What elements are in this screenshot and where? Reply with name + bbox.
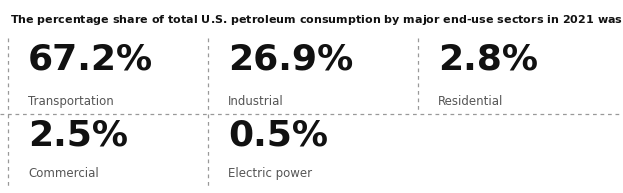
- Text: 0.5%: 0.5%: [228, 118, 328, 152]
- Text: Transportation: Transportation: [28, 95, 114, 108]
- Text: Commercial: Commercial: [28, 167, 99, 180]
- Text: Industrial: Industrial: [228, 95, 283, 108]
- Text: Electric power: Electric power: [228, 167, 312, 180]
- Text: 2.5%: 2.5%: [28, 118, 128, 152]
- Text: The percentage share of total U.S. petroleum consumption by major end-use sector: The percentage share of total U.S. petro…: [10, 10, 623, 29]
- Text: 26.9%: 26.9%: [228, 42, 353, 76]
- Text: Residential: Residential: [438, 95, 503, 108]
- Text: 67.2%: 67.2%: [28, 42, 153, 76]
- Text: 2.8%: 2.8%: [438, 42, 538, 76]
